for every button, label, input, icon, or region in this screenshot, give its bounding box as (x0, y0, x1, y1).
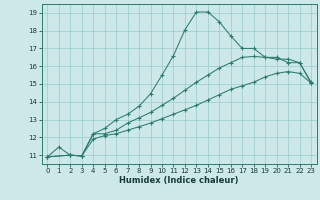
X-axis label: Humidex (Indice chaleur): Humidex (Indice chaleur) (119, 176, 239, 185)
